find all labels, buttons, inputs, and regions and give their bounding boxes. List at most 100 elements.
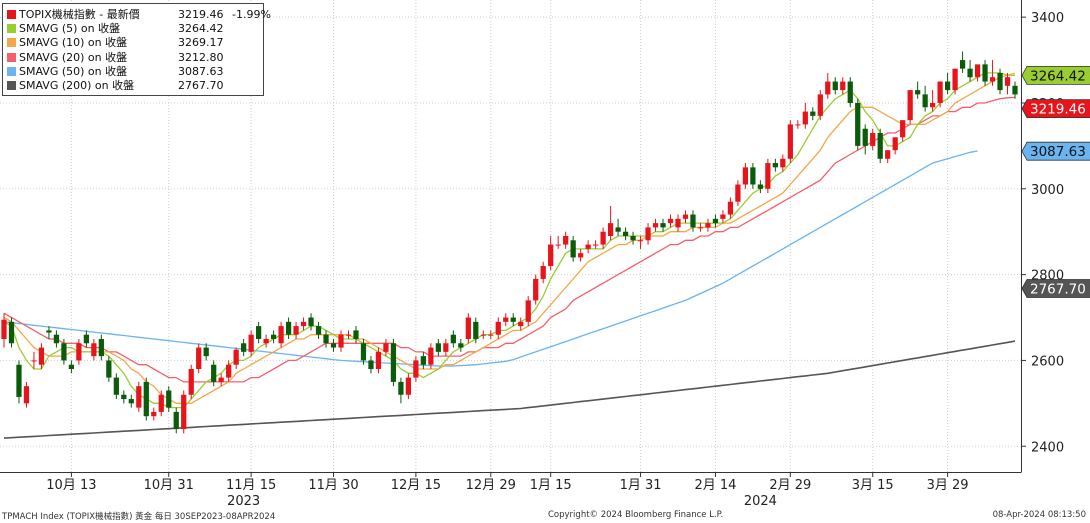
y-tick-label: 3400 <box>1031 11 1064 26</box>
legend-swatch <box>7 10 16 19</box>
candlesticks <box>1 51 1018 434</box>
candle-body <box>46 330 52 333</box>
candle-body <box>555 244 561 246</box>
candle-body <box>495 321 501 335</box>
legend-label: SMAVG (50) on 收盤 <box>19 64 128 78</box>
candle-body <box>270 334 277 339</box>
candle-body <box>128 399 134 404</box>
candle-body <box>285 321 292 335</box>
axis-value-tag <box>1021 65 1090 85</box>
candle-body <box>98 338 104 357</box>
candle-body <box>825 81 831 95</box>
candle-body <box>375 351 382 370</box>
candle-body <box>248 334 254 352</box>
candle-body <box>173 411 179 430</box>
axis-value-label: 3219.46 <box>1030 102 1086 118</box>
candle-body <box>982 64 988 82</box>
x-tick-label: 10月 13 <box>46 478 96 493</box>
x-tick-label: 2月 14 <box>694 478 736 493</box>
candle-body <box>690 214 696 228</box>
candle-body <box>31 360 37 362</box>
x-tick-label: 3月 15 <box>852 478 894 493</box>
legend-label: TOPIX機械指數 - 最新價 <box>19 8 140 21</box>
candle-body <box>563 236 569 245</box>
candle-body <box>780 158 786 168</box>
candle-body <box>705 223 711 228</box>
candle-body <box>570 240 576 258</box>
axis-value-tag <box>1021 99 1090 119</box>
candle-body <box>38 347 45 365</box>
candle-body <box>952 68 958 91</box>
candle-body <box>974 64 981 78</box>
y-tick-label: 2400 <box>1031 440 1064 455</box>
candle-body <box>83 334 89 344</box>
candle-body <box>420 356 426 365</box>
candle-body <box>196 347 202 370</box>
candle-body <box>308 317 314 327</box>
candle-body <box>300 321 307 327</box>
legend-value: 3087.63 <box>178 64 224 78</box>
candle-body <box>675 218 681 228</box>
candle-body <box>840 81 846 91</box>
candle-body <box>540 266 546 279</box>
candle-body <box>345 334 352 336</box>
legend-entry-smavg20: SMAVG (20) on 收盤 3212.80 <box>7 51 263 65</box>
candle-body <box>915 90 921 95</box>
candle-body <box>518 321 524 327</box>
legend-change: -1.99% <box>232 8 271 21</box>
axis-value-label: 3264.42 <box>1030 68 1086 84</box>
candle-body <box>652 223 659 228</box>
candle-body <box>443 343 449 352</box>
candle-body <box>61 343 67 361</box>
candle-body <box>892 137 898 151</box>
candle-body <box>323 334 329 344</box>
series-line <box>3 340 1016 439</box>
axis-value-tag <box>1021 141 1090 161</box>
candle-body <box>263 338 269 344</box>
candle-body <box>330 343 337 348</box>
candle-body <box>188 369 194 395</box>
x-tick-label: 3月 29 <box>927 478 969 493</box>
candle-body <box>181 394 187 430</box>
candle-body <box>757 184 763 189</box>
candle-body <box>787 124 793 159</box>
candle-body <box>76 343 82 361</box>
candle-body <box>622 231 629 236</box>
candle-body <box>765 163 771 189</box>
legend-value: 2767.70 <box>178 78 224 92</box>
x-tick-label: 12月 29 <box>466 478 516 493</box>
candle-body <box>697 227 704 229</box>
legend: TOPIX機械指數 - 最新價 3219.46 -1.99% SMAVG (5)… <box>2 3 271 96</box>
candle-body <box>817 94 823 116</box>
candle-body <box>480 334 486 336</box>
candle-body <box>338 334 344 348</box>
candle-body <box>383 343 389 352</box>
candle-body <box>68 364 75 370</box>
legend-swatch <box>7 38 16 48</box>
legend-label: SMAVG (200) on 收盤 <box>19 78 135 92</box>
candle-body <box>877 133 883 159</box>
x-tick-label: 12月 15 <box>391 478 441 493</box>
candle-body <box>772 163 778 168</box>
x-tick-label: 1月 15 <box>530 478 572 493</box>
moving-average-lines <box>3 72 1016 439</box>
candle-body <box>682 214 689 219</box>
candle-body <box>959 60 966 69</box>
axis-value-tag <box>1021 279 1090 298</box>
candle-body <box>241 343 247 352</box>
candle-body <box>548 244 554 267</box>
candle-body <box>802 111 808 125</box>
candle-body <box>712 218 719 224</box>
candle-body <box>256 326 262 339</box>
candle-body <box>353 330 359 339</box>
candle-body <box>585 244 591 249</box>
candle-body <box>488 334 494 336</box>
candle-body <box>413 360 419 378</box>
candle-body <box>121 394 127 400</box>
candle-body <box>465 317 471 339</box>
axis-value-label: 3087.63 <box>1030 144 1086 160</box>
candle-body <box>607 223 614 236</box>
candle-body <box>218 377 224 382</box>
